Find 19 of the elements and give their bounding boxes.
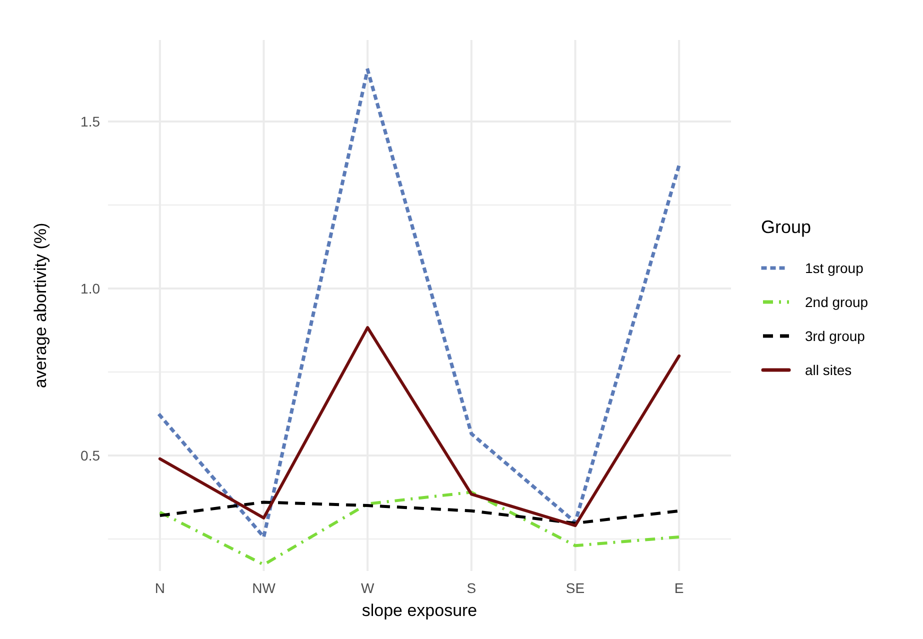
x-tick-label: N — [154, 580, 165, 596]
x-axis-title: slope exposure — [362, 601, 478, 620]
y-tick-label: 1.5 — [80, 113, 100, 130]
line-series — [158, 326, 681, 528]
y-tick-label: 0.5 — [80, 447, 100, 464]
x-tick-label: S — [466, 580, 476, 596]
legend-label: 1st group — [805, 260, 864, 276]
y-axis-title: average abortivity (%) — [31, 222, 50, 388]
y-tick-label: 1.0 — [80, 280, 100, 296]
legend-label: 2nd group — [805, 294, 868, 310]
legend-label: 3rd group — [805, 328, 866, 344]
x-tick-label: E — [674, 580, 684, 596]
legend-label: all sites — [805, 362, 852, 378]
x-tick-label: W — [360, 580, 375, 596]
legend-title: Group — [761, 217, 812, 237]
line-series — [158, 68, 681, 539]
x-tick-label: NW — [252, 580, 276, 596]
line-series — [158, 490, 681, 566]
x-tick-label: SE — [566, 580, 585, 596]
